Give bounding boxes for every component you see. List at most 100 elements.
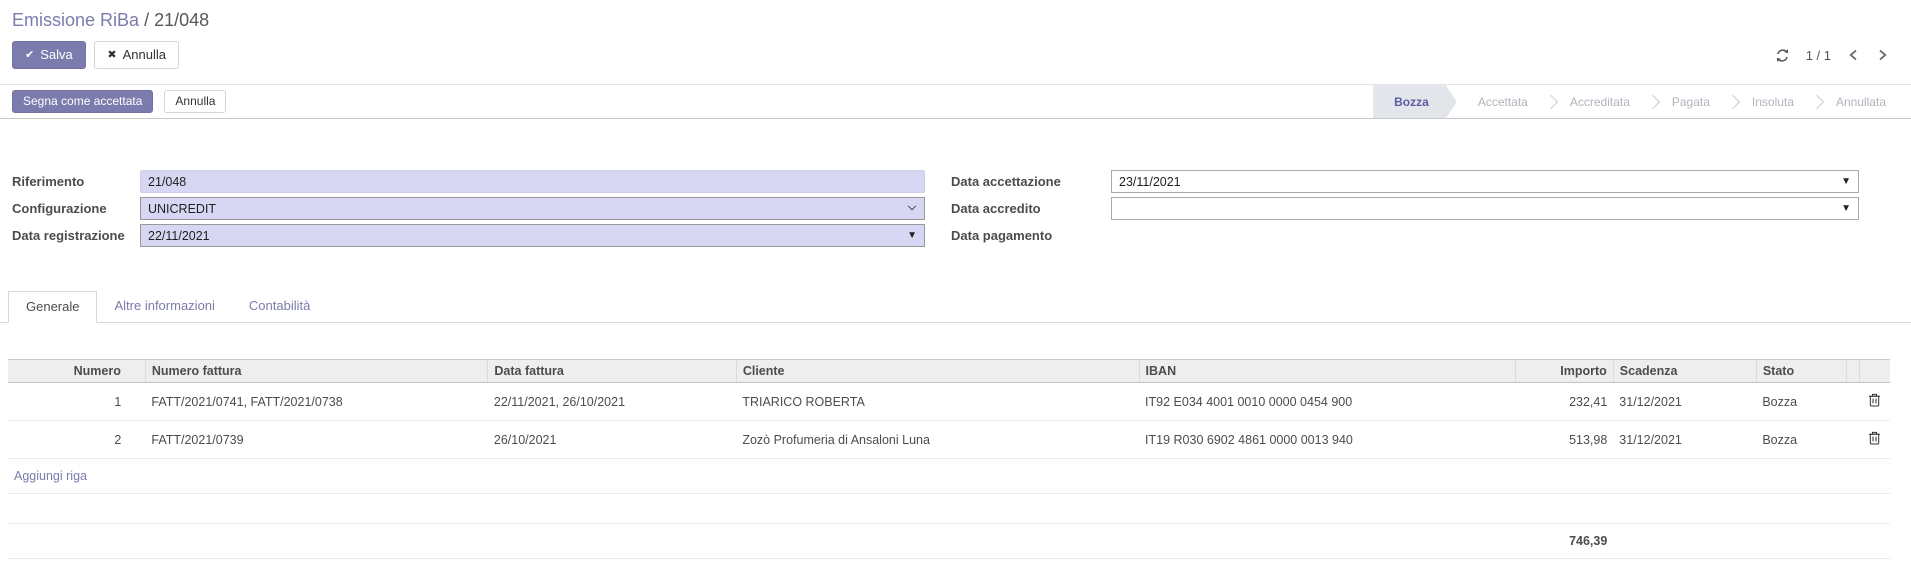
toolbar: ✔ Salva ✖ Annulla 1 / 1 — [0, 33, 1911, 84]
col-delete — [1859, 359, 1890, 384]
trash-icon — [1869, 394, 1881, 407]
cell-cliente[interactable]: TRIARICO ROBERTA — [736, 382, 1140, 422]
col-cliente[interactable]: Cliente — [735, 359, 1140, 384]
table-row[interactable]: 1 FATT/2021/0741, FATT/2021/0738 22/11/2… — [8, 382, 1890, 422]
col-iban[interactable]: IBAN — [1138, 359, 1516, 384]
total-value: 746,39 — [1515, 523, 1614, 560]
form-row: Data pagamento — [951, 223, 1859, 248]
statusbar: Segna come accettata Annulla Bozza Accet… — [0, 84, 1911, 120]
add-row: Aggiungi riga — [8, 458, 1890, 495]
caret-down-icon: ▼ — [1841, 175, 1851, 187]
form-row: Configurazione UNICREDIT — [12, 196, 925, 221]
cell-iban[interactable]: IT19 R030 6902 4861 0000 0013 940 — [1139, 420, 1516, 460]
status-pipeline: Bozza Accettata Accreditata Pagata Insol… — [1373, 85, 1911, 118]
cell-stato[interactable]: Bozza — [1756, 420, 1847, 460]
table-row[interactable]: 2 FATT/2021/0739 26/10/2021 Zozò Profume… — [8, 420, 1890, 460]
cell-importo[interactable]: 232,41 — [1515, 382, 1614, 422]
configurazione-label: Configurazione — [12, 201, 107, 217]
data-accredito-field[interactable]: ▼ — [1111, 197, 1859, 221]
invoice-lines-table: Numero Numero fattura Data fattura Clien… — [8, 359, 1890, 560]
discard-button-label: Annulla — [122, 47, 166, 62]
cell-cliente[interactable]: Zozò Profumeria di Ansaloni Luna — [736, 420, 1140, 460]
cell-numero[interactable]: 1 — [8, 382, 146, 422]
form-right-column: Data accettazione 23/11/2021 ▼ Data accr… — [925, 169, 1899, 248]
col-scadenza[interactable]: Scadenza — [1612, 359, 1757, 384]
breadcrumb-separator: / — [144, 10, 150, 30]
cell-numero-fattura[interactable]: FATT/2021/0741, FATT/2021/0738 — [145, 382, 488, 422]
total-row: 746,39 — [8, 523, 1890, 560]
data-accettazione-value: 23/11/2021 — [1119, 174, 1181, 189]
delete-row-button[interactable] — [1868, 431, 1881, 445]
total-filler — [1613, 523, 1860, 560]
add-row-link[interactable]: Aggiungi riga — [14, 469, 87, 484]
status-step-insoluta[interactable]: Insoluta — [1731, 85, 1815, 118]
data-pagamento-label: Data pagamento — [951, 228, 1053, 244]
configurazione-select[interactable]: UNICREDIT — [140, 197, 925, 221]
cell-importo[interactable]: 513,98 — [1515, 420, 1614, 460]
col-data-fattura[interactable]: Data fattura — [487, 359, 737, 384]
riferimento-field[interactable]: 21/048 — [140, 170, 925, 194]
save-button[interactable]: ✔ Salva — [12, 41, 86, 70]
close-icon: ✖ — [107, 49, 117, 62]
pager-value: 1 / 1 — [1805, 47, 1831, 63]
cell-scadenza[interactable]: 31/12/2021 — [1613, 420, 1757, 460]
cell-blank — [1846, 382, 1860, 422]
col-importo[interactable]: Importo — [1514, 359, 1614, 384]
breadcrumb-parent-link[interactable]: Emissione RiBa — [12, 10, 140, 30]
cell-data-fattura[interactable]: 26/10/2021 — [487, 420, 737, 460]
status-step-accettata[interactable]: Accettata — [1477, 94, 1528, 109]
pager-next-button[interactable] — [1876, 48, 1889, 62]
tab-generale[interactable]: Generale — [8, 291, 98, 324]
breadcrumb-current: 21/048 — [154, 10, 210, 30]
form-row: Data accettazione 23/11/2021 ▼ — [951, 169, 1859, 194]
data-accettazione-field[interactable]: 23/11/2021 ▼ — [1111, 170, 1859, 194]
chevron-right-icon — [1879, 49, 1887, 61]
statusbar-cancel-button[interactable]: Annulla — [164, 90, 227, 114]
data-accettazione-label: Data accettazione — [951, 174, 1061, 190]
statusbar-actions: Segna come accettata Annulla — [0, 85, 238, 118]
total-filler — [1859, 523, 1890, 560]
cell-data-fattura[interactable]: 22/11/2021, 26/10/2021 — [487, 382, 737, 422]
cell-delete — [1859, 382, 1890, 422]
mark-accepted-button[interactable]: Segna come accettata — [12, 90, 154, 114]
delete-row-button[interactable] — [1868, 393, 1881, 407]
table-header-row: Numero Numero fattura Data fattura Clien… — [8, 359, 1890, 384]
pager: 1 / 1 — [1775, 48, 1899, 63]
save-button-label: Salva — [40, 47, 73, 62]
form-left-column: Riferimento 21/048 Configurazione UNICRE… — [12, 169, 925, 248]
status-step-annullata[interactable]: Annullata — [1815, 85, 1907, 118]
data-pagamento-field[interactable] — [1111, 224, 1859, 247]
cell-blank — [1846, 420, 1860, 460]
riferimento-value: 21/048 — [148, 174, 187, 189]
refresh-icon — [1776, 48, 1788, 62]
form: Riferimento 21/048 Configurazione UNICRE… — [0, 119, 1911, 248]
toolbar-buttons: ✔ Salva ✖ Annulla — [12, 41, 179, 70]
chevron-left-icon — [1849, 49, 1857, 61]
col-numero[interactable]: Numero — [8, 359, 146, 384]
cell-scadenza[interactable]: 31/12/2021 — [1613, 382, 1757, 422]
trash-icon — [1869, 432, 1881, 445]
status-step-accreditata[interactable]: Accreditata — [1549, 85, 1651, 118]
data-registrazione-label: Data registrazione — [12, 228, 125, 244]
caret-down-icon: ▼ — [1841, 202, 1851, 214]
pager-previous-button[interactable] — [1847, 48, 1860, 62]
col-numero-fattura[interactable]: Numero fattura — [144, 359, 488, 384]
tab-altre-informazioni[interactable]: Altre informazioni — [114, 298, 215, 314]
cell-stato[interactable]: Bozza — [1756, 382, 1847, 422]
discard-button[interactable]: ✖ Annulla — [94, 41, 179, 70]
refresh-button[interactable] — [1775, 48, 1790, 63]
cell-numero[interactable]: 2 — [8, 420, 146, 460]
data-registrazione-field[interactable]: 22/11/2021 ▼ — [140, 224, 925, 248]
check-icon: ✔ — [25, 49, 35, 62]
col-stato[interactable]: Stato — [1755, 359, 1847, 384]
status-step-pagata[interactable]: Pagata — [1651, 85, 1731, 118]
tab-contabilita[interactable]: Contabilità — [248, 298, 311, 314]
spacer-row — [8, 493, 1890, 525]
form-row: Data registrazione 22/11/2021 ▼ — [12, 223, 925, 248]
cell-numero-fattura[interactable]: FATT/2021/0739 — [145, 420, 488, 460]
col-blank — [1846, 359, 1860, 384]
form-row: Riferimento 21/048 — [12, 169, 925, 194]
cell-iban[interactable]: IT92 E034 4001 0010 0000 0454 900 — [1139, 382, 1516, 422]
status-step-bozza[interactable]: Bozza — [1373, 85, 1457, 118]
data-registrazione-value: 22/11/2021 — [148, 228, 210, 243]
